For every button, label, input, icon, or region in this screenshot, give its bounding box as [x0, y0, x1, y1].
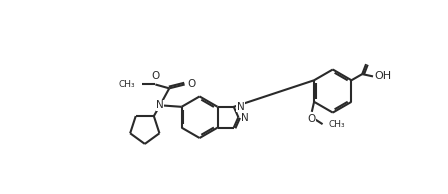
Text: OH: OH — [375, 71, 392, 81]
Text: N: N — [156, 100, 164, 110]
Text: CH₃: CH₃ — [119, 80, 135, 89]
Text: O: O — [188, 79, 196, 89]
Text: N: N — [241, 113, 249, 123]
Text: O: O — [151, 71, 159, 81]
Text: O: O — [308, 114, 316, 124]
Text: CH₃: CH₃ — [329, 120, 345, 129]
Text: N: N — [237, 102, 245, 112]
